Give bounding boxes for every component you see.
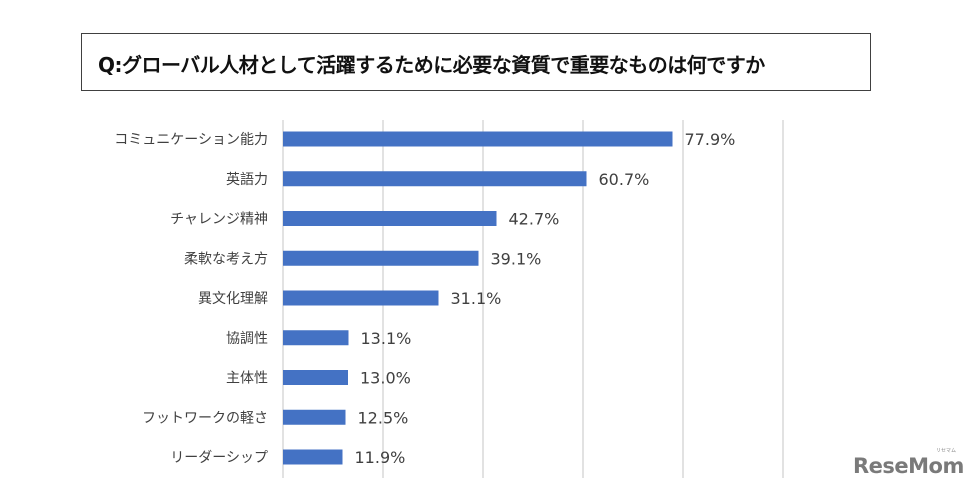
resemom-logo-subtext: リセマム xyxy=(936,448,957,454)
value-label: 11.9% xyxy=(355,448,406,467)
value-label: 42.7% xyxy=(509,210,560,229)
category-label: リーダーシップ xyxy=(170,450,268,466)
value-label: 13.1% xyxy=(361,329,412,348)
value-label: 77.9% xyxy=(685,130,736,149)
value-label: 60.7% xyxy=(599,170,650,189)
bar xyxy=(283,370,348,385)
bar xyxy=(283,409,346,425)
bar xyxy=(283,290,439,306)
category-label: 柔軟な考え方 xyxy=(184,251,268,267)
value-label: 39.1% xyxy=(491,249,542,268)
value-label: 12.5% xyxy=(358,408,409,427)
bar xyxy=(283,250,479,266)
chart-title: Q:グローバル人材として活躍するために必要な資質で重要なものは何ですか xyxy=(98,53,765,77)
bar xyxy=(283,211,497,226)
category-label: フットワークの軽さ xyxy=(142,410,268,426)
category-label: コミュニケーション能力 xyxy=(114,132,268,148)
bar xyxy=(283,131,673,147)
bar xyxy=(283,449,343,465)
chart-title-box: Q:グローバル人材として活躍するために必要な資質で重要なものは何ですか xyxy=(81,33,871,91)
value-label: 13.0% xyxy=(360,369,411,388)
resemom-logo: ReseMom xyxy=(853,454,964,478)
category-label: 英語力 xyxy=(226,171,268,188)
category-label: チャレンジ精神 xyxy=(170,212,268,228)
category-label: 協調性 xyxy=(226,331,268,347)
value-label: 31.1% xyxy=(451,289,502,308)
bar xyxy=(283,330,349,346)
category-label: 異文化理解 xyxy=(198,291,268,307)
bar xyxy=(283,171,587,187)
category-label: 主体性 xyxy=(226,371,268,387)
